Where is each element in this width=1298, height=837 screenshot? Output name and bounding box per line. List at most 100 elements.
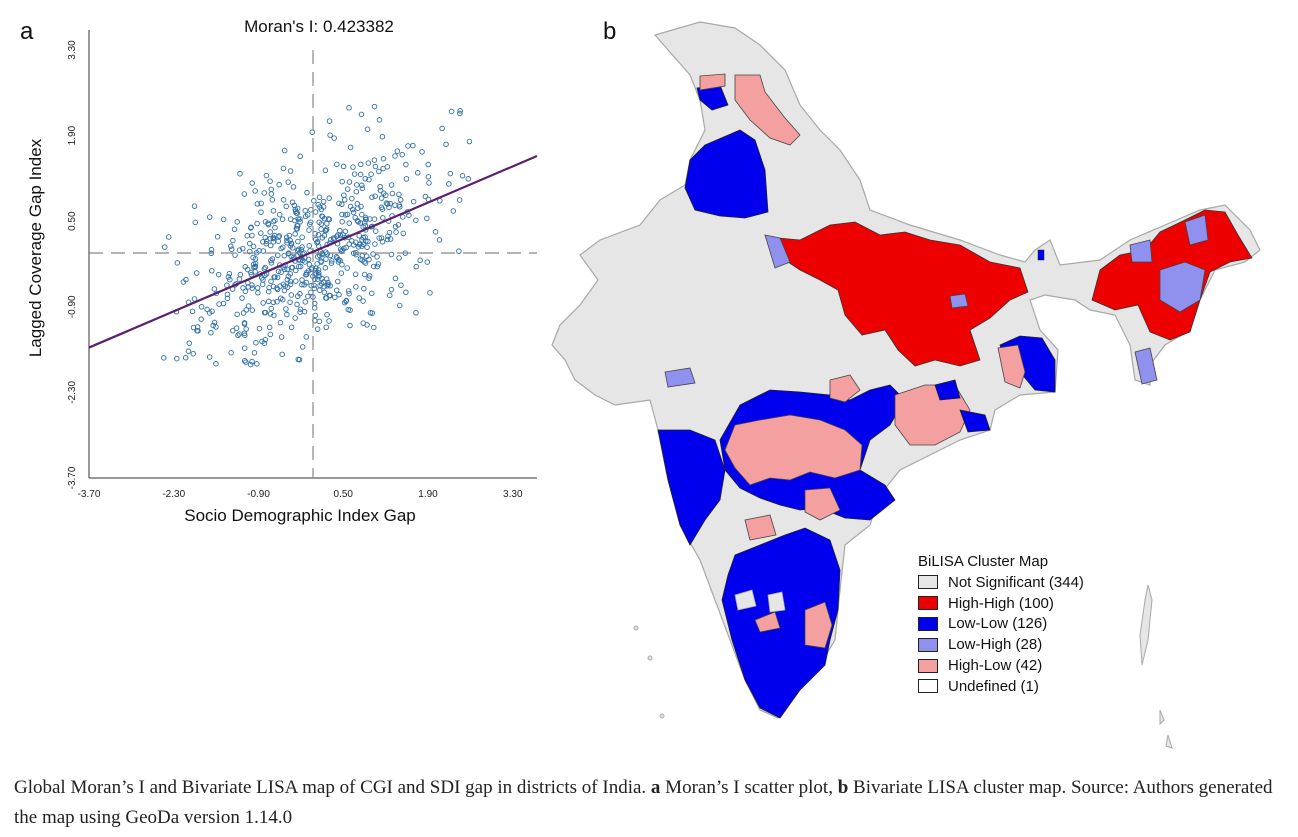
scatter-point — [465, 176, 472, 182]
scatter-point — [335, 232, 341, 238]
scatter-point — [282, 283, 288, 289]
cluster-low-high — [1184, 214, 1209, 246]
cluster-high-low — [754, 611, 781, 633]
scatter-point — [366, 273, 373, 279]
scatter-point — [321, 289, 328, 296]
scatter-point — [436, 237, 443, 243]
scatter-point — [405, 143, 411, 149]
scatter-point — [227, 276, 233, 283]
scatter-point — [228, 246, 235, 252]
scatter-point — [349, 195, 355, 202]
scatter-point — [357, 171, 364, 178]
scatter-point — [346, 220, 352, 226]
scatter-point — [241, 345, 248, 351]
scatter-point — [226, 270, 233, 277]
scatter-point — [306, 261, 313, 268]
scatter-point — [325, 216, 332, 222]
scatter-point — [371, 103, 378, 110]
scatter-point — [403, 289, 409, 295]
scatter-point — [352, 271, 359, 278]
x-tick-label: 1.90 — [418, 489, 438, 500]
scatter-point — [284, 266, 291, 273]
scatter-point — [318, 258, 324, 264]
scatter-point — [340, 163, 347, 170]
scatter-point — [311, 305, 318, 311]
legend-swatch — [918, 679, 938, 694]
scatter-point — [345, 306, 352, 313]
scatter-point — [237, 170, 243, 177]
scatter-point — [292, 315, 298, 321]
scatter-point — [276, 211, 283, 218]
scatter-point — [274, 298, 280, 305]
scatter-point — [378, 195, 385, 201]
cluster-low-high — [1159, 261, 1206, 313]
scatter-point — [425, 174, 432, 180]
scatter-point — [392, 202, 398, 208]
scatter-point — [359, 257, 365, 263]
scatter-point — [398, 282, 404, 288]
cluster-high-low — [734, 74, 801, 146]
scatter-point — [353, 284, 359, 290]
scatter-point — [448, 108, 455, 115]
scatter-point — [316, 287, 323, 293]
scatter-point — [294, 301, 300, 308]
scatter-point — [406, 212, 412, 218]
scatter-point — [396, 191, 402, 198]
scatter-point — [375, 261, 382, 267]
scatter-point — [295, 238, 301, 245]
scatter-point — [244, 232, 250, 239]
scatter-point — [287, 278, 294, 285]
scatter-point — [270, 235, 277, 242]
scatter-point — [267, 235, 274, 242]
scatter-point — [320, 198, 327, 205]
scatter-point — [239, 295, 245, 301]
x-tick-label: -3.70 — [78, 489, 101, 500]
scatter-point — [356, 295, 362, 301]
scatter-point — [350, 164, 356, 170]
legend-item: Low-High (28) — [918, 634, 1084, 655]
scatter-point — [240, 245, 246, 252]
scatter-point — [299, 234, 305, 241]
scatter-point — [351, 171, 358, 177]
scatter-point — [379, 133, 386, 140]
scatter-point — [397, 197, 404, 203]
scatter-point — [379, 239, 386, 245]
scatter-point — [230, 237, 236, 244]
scatter-point — [190, 324, 197, 331]
scatter-point — [161, 355, 167, 361]
scatter-point — [384, 201, 391, 207]
scatter-point — [413, 309, 419, 316]
scatter-point — [262, 234, 269, 241]
scatter-point — [344, 186, 351, 192]
scatter-point — [376, 235, 382, 241]
scatter-point — [271, 312, 277, 319]
scatter-point — [216, 301, 222, 307]
cluster-high-low — [804, 487, 841, 521]
scatter-point — [343, 298, 349, 305]
scatter-point — [446, 181, 452, 187]
scatter-point — [327, 292, 333, 299]
scatter-point — [254, 285, 261, 291]
scatter-point — [439, 125, 445, 132]
cluster-low-high — [764, 234, 791, 269]
scatter-point — [307, 221, 313, 228]
scatter-point — [369, 310, 376, 316]
scatter-point — [361, 271, 368, 278]
scatter-point — [410, 198, 417, 205]
scatter-point — [311, 276, 318, 282]
lakshadweep-islands — [647, 655, 653, 661]
scatter-point — [274, 274, 281, 281]
scatter-point — [252, 188, 258, 194]
scatter-point — [260, 248, 266, 254]
y-axis-label: Lagged Coverage Gap Index — [26, 138, 45, 357]
scatter-point — [195, 328, 201, 334]
scatter-point — [267, 178, 273, 184]
scatter-point — [297, 153, 303, 160]
scatter-point — [403, 161, 409, 168]
cluster-low-low — [959, 409, 991, 433]
scatter-point — [270, 218, 277, 225]
scatter-point — [301, 308, 308, 315]
scatter-point — [253, 339, 259, 346]
scatter-point — [371, 324, 377, 331]
legend-label: Undefined (1) — [948, 677, 1039, 695]
